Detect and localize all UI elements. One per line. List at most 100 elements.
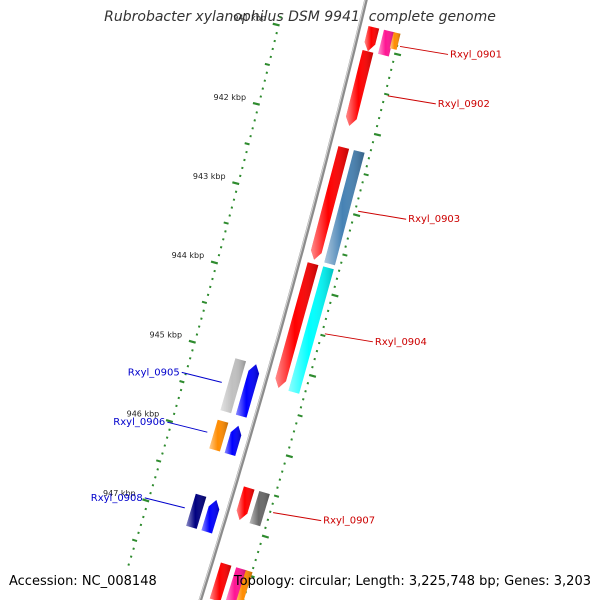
tick-mark [352, 213, 361, 218]
gene-arrow-shade [201, 500, 220, 534]
tick-label: 947 kbp [103, 489, 136, 498]
tick-mark [210, 260, 219, 265]
label-leader [358, 210, 407, 220]
map-title: Rubrobacter xylanophilus DSM 9941, compl… [104, 9, 496, 25]
gene-labels: Rxyl_0901 Rxyl_0902 Rxyl_0903 Rxyl_0904 Rxyl… [91, 45, 502, 527]
label-leader [399, 45, 449, 55]
tick-mark [191, 349, 194, 352]
tick-mark [308, 373, 317, 378]
tick-mark [297, 414, 303, 418]
tick-mark [359, 189, 362, 192]
tick-mark [337, 269, 341, 272]
tick-mark [278, 478, 282, 481]
gene-arrow-shade [236, 486, 255, 520]
tick-mark [154, 476, 157, 479]
feature-block-shade [186, 493, 207, 529]
tick-mark [348, 229, 352, 232]
tick-mark [365, 165, 369, 168]
tick-mark [290, 438, 293, 441]
tick-label: 944 kbp [172, 251, 205, 260]
tick-label: 945 kbp [149, 330, 182, 339]
tick-mark [149, 491, 152, 495]
tick-mark [241, 166, 244, 170]
tick-mark [211, 277, 214, 281]
gene-label: Rxyl_0903 [408, 214, 460, 225]
tick-mark [224, 230, 227, 233]
tick-mark [363, 173, 369, 177]
tick-mark [273, 494, 280, 498]
tick-mark [156, 468, 159, 471]
gene-arrow-shade [311, 146, 350, 260]
tick-mark [324, 317, 328, 321]
tick-mark [165, 436, 169, 439]
tick-label: 943 kbp [193, 172, 226, 181]
tick-mark [350, 221, 354, 224]
topology-text: Topology: circular; Length: 3,225,748 bp… [233, 574, 591, 589]
feature-block-shade [226, 567, 247, 600]
tick-mark [184, 372, 187, 376]
gene-arrow-shade [275, 262, 319, 388]
tick-mark [272, 22, 280, 27]
feature-block-shade [209, 419, 229, 452]
tick-mark [142, 498, 150, 503]
tick-mark [285, 454, 294, 459]
tick-mark [232, 198, 236, 201]
tick-mark [288, 446, 291, 449]
tick-mark [239, 174, 242, 178]
tick-mark [161, 452, 164, 455]
tick-mark [142, 515, 145, 519]
tick-label: 942 kbp [213, 93, 246, 102]
tick-mark [340, 261, 343, 264]
tick-mark [197, 325, 201, 328]
accession-text: Accession: NC_008148 [9, 574, 157, 589]
tick-mark [228, 214, 231, 217]
tick-mark [127, 563, 130, 566]
tick-mark [209, 285, 212, 289]
gene-label: Rxyl_0902 [438, 99, 490, 110]
tick-mark [186, 365, 190, 368]
tick-mark [266, 518, 270, 522]
feature-tracks [186, 26, 401, 600]
tick-mark [234, 190, 238, 193]
tick-mark [269, 510, 272, 514]
tick-mark [373, 132, 382, 137]
tick-mark [292, 430, 296, 433]
tick-mark [230, 206, 234, 209]
tick-mark [256, 550, 260, 554]
tick-mark [188, 339, 196, 344]
tick-mark [311, 365, 314, 369]
tick-mark [137, 531, 140, 535]
tick-mark [264, 62, 270, 67]
gene-block-shade [209, 562, 232, 600]
tick-mark [383, 92, 390, 96]
tick-mark [243, 158, 246, 162]
backbone-line [198, 0, 368, 600]
tick-mark [232, 181, 240, 186]
tick-mark [129, 555, 133, 558]
gene-label: Rxyl_0905 [128, 367, 180, 378]
tick-mark [283, 462, 286, 465]
gene-arrow-shade [346, 50, 374, 126]
tick-mark [299, 406, 303, 409]
tick-mark [357, 197, 360, 200]
tick-mark [217, 253, 221, 257]
tick-mark [393, 52, 402, 57]
label-leader [167, 421, 208, 433]
tick-mark [346, 237, 349, 240]
tick-mark [280, 470, 284, 473]
tick-mark [261, 534, 270, 539]
tick-mark [251, 566, 255, 570]
label-leader [273, 512, 322, 522]
tick-mark [172, 412, 176, 416]
tick-mark [249, 134, 252, 138]
tick-mark [333, 285, 336, 289]
tick-mark [179, 380, 185, 384]
tick-mark [201, 300, 208, 305]
tick-mark [163, 444, 167, 447]
feature-block-shade [389, 32, 401, 50]
backbone [198, 0, 368, 600]
gene-arrow-shade [224, 425, 242, 456]
label-leader [181, 371, 222, 383]
tick-mark [200, 317, 203, 320]
